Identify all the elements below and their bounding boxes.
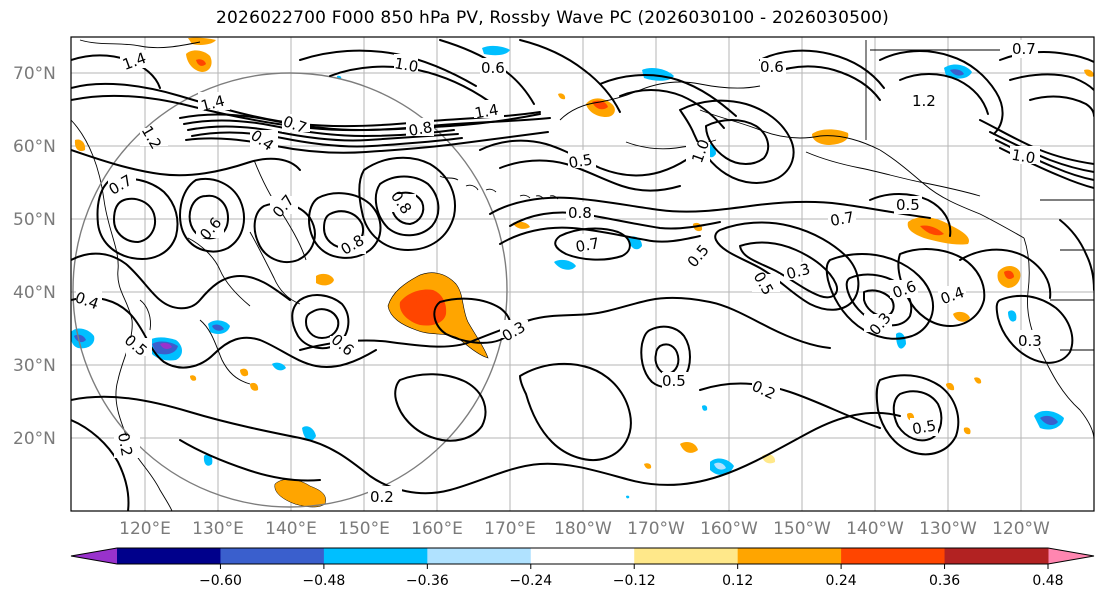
contour-label: 1.4: [473, 101, 500, 123]
contour-label: 0.6: [481, 59, 505, 77]
contour-label: 0.7: [829, 208, 856, 230]
graticule: [71, 37, 1094, 511]
colorbar-segment: [841, 548, 946, 564]
colorbar-segment: [323, 548, 428, 564]
contour-label: 0.3: [1018, 332, 1042, 350]
lat-label: 60°N: [13, 137, 56, 157]
lat-label: 30°N: [13, 356, 56, 376]
contour-label: 1.0: [1010, 146, 1037, 168]
colorbar-tick-label: −0.12: [613, 573, 656, 589]
colorbar-extend-left: [71, 548, 117, 564]
colorbar-tick-label: 0.24: [826, 573, 857, 589]
lon-label: 120°W: [992, 519, 1050, 539]
contour-label: 1.2: [912, 92, 936, 110]
colorbar-segment: [737, 548, 842, 564]
contour-label: 0.5: [567, 150, 594, 172]
colorbar-tick-label: −0.24: [509, 573, 552, 589]
contour-label: 0.2: [114, 431, 136, 458]
lon-label: 180°W: [554, 519, 612, 539]
lon-label: 140°E: [265, 519, 317, 539]
lon-label: 130°E: [192, 519, 244, 539]
contour-label: 0.7: [574, 234, 601, 256]
map-title: 2026022700 F000 850 hPa PV, Rossby Wave …: [216, 8, 889, 28]
colorbar-segment: [530, 548, 635, 564]
colorbar-segment: [944, 548, 1049, 564]
lon-label: 150°E: [338, 519, 390, 539]
contour-label: 0.8: [568, 204, 592, 222]
lon-label: 160°W: [700, 519, 758, 539]
contour-label: 0.2: [370, 488, 394, 506]
lat-label: 40°N: [13, 283, 56, 303]
contour-label: 0.8: [407, 118, 434, 140]
colorbar-tick-label: −0.60: [199, 573, 242, 589]
contour-label: 1.4: [199, 92, 227, 116]
contour-label: 0.5: [662, 372, 686, 390]
lon-label: 120°E: [119, 519, 171, 539]
colorbar-tick-label: −0.36: [406, 573, 449, 589]
contour-labels: 1.4 1.0 0.6 1.4 0.7 0.8 0.4 1.2 0.7 0.5 …: [73, 40, 1046, 506]
longitude-labels: 120°E 130°E 140°E 150°E 160°E 170°E 180°…: [119, 519, 1050, 539]
colorbar-extend-right: [1048, 548, 1094, 564]
lon-label: 160°E: [411, 519, 463, 539]
lat-label: 70°N: [13, 64, 56, 84]
radius-circle: [72, 72, 508, 508]
colorbar-segment: [427, 548, 532, 564]
lon-label: 150°W: [773, 519, 831, 539]
contour-label: 1.0: [393, 54, 420, 76]
colorbar-tick-label: −0.48: [302, 573, 345, 589]
contour-label: 0.5: [896, 196, 920, 214]
colorbar: −0.60 −0.48 −0.36 −0.24 −0.12 0.12 0.24 0.36 0.4…: [70, 547, 1095, 589]
colorbar-tick-label: 0.48: [1032, 573, 1063, 589]
lon-label: 130°W: [919, 519, 977, 539]
colorbar-segment: [634, 548, 739, 564]
lon-label: 140°W: [846, 519, 904, 539]
colorbar-outline: [70, 547, 1095, 565]
lat-label: 50°N: [13, 210, 56, 230]
map-border: [70, 36, 1095, 512]
colorbar-segment: [220, 548, 325, 564]
lat-label: 20°N: [13, 429, 56, 449]
contour-label: 0.6: [760, 58, 784, 76]
contour-label: 0.7: [1012, 40, 1036, 58]
lon-label: 170°W: [627, 519, 685, 539]
contour-label: 0.5: [911, 416, 938, 438]
lon-label: 170°E: [484, 519, 536, 539]
colorbar-tick-label: 0.12: [722, 573, 753, 589]
colorbar-tick-label: 0.36: [929, 573, 960, 589]
latitude-labels: 70°N 60°N 50°N 40°N 30°N 20°N: [13, 64, 56, 449]
contour-label: 0.3: [784, 260, 812, 284]
colorbar-segment: [117, 548, 221, 564]
anomaly-fill-layer: [71, 37, 1094, 508]
